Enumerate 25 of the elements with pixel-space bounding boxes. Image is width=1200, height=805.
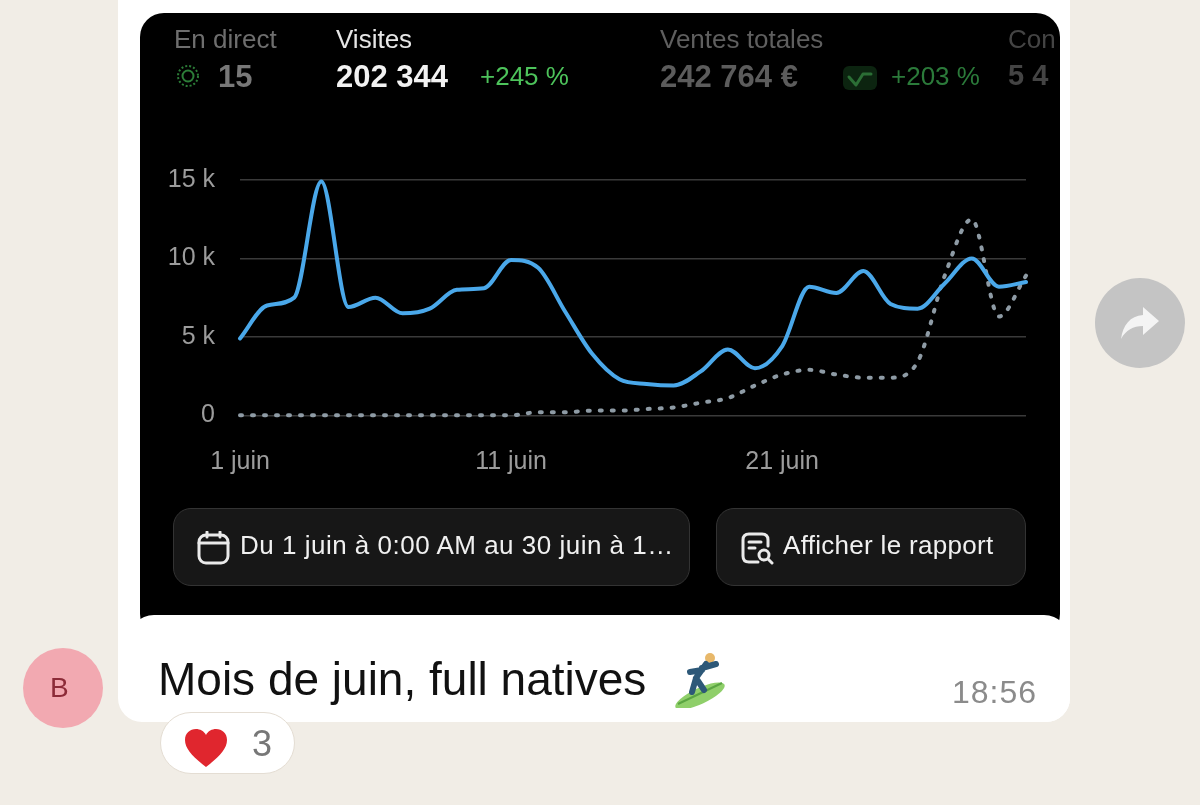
report-button: Afficher le rapport xyxy=(716,508,1026,586)
x-tick-label: 1 juin xyxy=(210,446,270,475)
chart-title: Visites xyxy=(336,24,413,55)
text: 5 4 xyxy=(1008,59,1049,93)
y-tick-label: 0 xyxy=(201,399,215,428)
reaction-pill: 3 xyxy=(160,712,295,774)
text: 18:56 xyxy=(952,674,1038,711)
y-tick-label: 10 k xyxy=(167,242,216,271)
date-range-button: Du 1 juin à 0:00 AM au 30 juin à 1… xyxy=(173,508,690,586)
text: En direct xyxy=(174,24,277,55)
text: 242 764 € xyxy=(660,59,798,95)
y-tick-label: 15 k xyxy=(167,163,216,192)
line-series xyxy=(238,217,1028,418)
text: +245 % xyxy=(480,61,569,92)
text: Con xyxy=(1008,24,1056,55)
text: Mois de juin, full natives xyxy=(158,653,647,706)
x-tick-label: 11 juin xyxy=(475,446,547,475)
line-series xyxy=(238,179,1028,388)
x-tick-label: 21 juin xyxy=(745,446,819,475)
text: 15 xyxy=(218,59,253,95)
text: +203 % xyxy=(891,61,980,92)
avatar: B xyxy=(23,648,103,728)
y-tick-label: 5 k xyxy=(181,320,216,349)
text: Ventes totales xyxy=(660,24,824,55)
text: 202 344 xyxy=(336,59,449,95)
